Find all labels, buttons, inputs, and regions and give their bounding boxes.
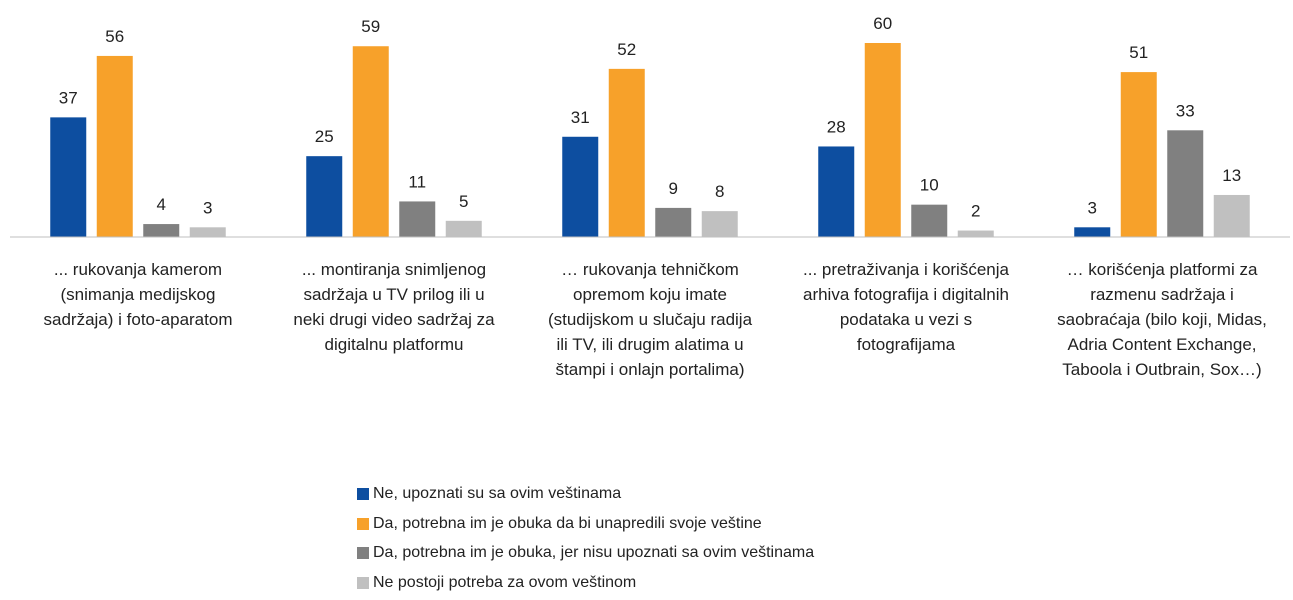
bar: [1074, 227, 1111, 237]
data-label: 25: [315, 127, 334, 146]
data-label: 3: [203, 198, 212, 217]
legend-item: Ne, upoznati su sa ovim veštinama: [357, 484, 621, 504]
data-label: 13: [1222, 166, 1241, 185]
x-tick-label: … rukovanja tehničkom opremom koju imate…: [547, 260, 753, 379]
x-tick-label: ... rukovanja kamerom (snimanja medijsko…: [43, 260, 233, 329]
bar: [1120, 72, 1157, 237]
data-label: 33: [1176, 101, 1195, 120]
data-label: 2: [971, 202, 980, 221]
legend-label: Da, potrebna im je obuka da bi unapredil…: [373, 514, 762, 532]
legend-swatch: [357, 547, 369, 559]
legend-swatch: [357, 576, 369, 589]
data-label: 59: [361, 17, 380, 36]
bar: [399, 201, 436, 237]
bar: [1167, 130, 1204, 237]
bar: [818, 146, 855, 237]
x-tick-label: ... pretraživanja i korišćenja arhiva fo…: [802, 260, 1009, 354]
bar: [1213, 194, 1250, 237]
x-tick-label: … korišćenja platformi za razmenu sadrža…: [1057, 260, 1267, 379]
bar: [143, 224, 180, 237]
bar: [352, 46, 389, 237]
bar: [608, 68, 645, 237]
data-label: 28: [827, 117, 846, 136]
bar: [864, 43, 901, 237]
legend-item: Ne postoji potreba za ovom veštinom: [357, 573, 636, 593]
legend-item: Da, potrebna im je obuka, jer nisu upozn…: [357, 543, 814, 563]
bar: [96, 55, 133, 237]
data-label: 3: [1088, 198, 1097, 217]
legend-label: Ne postoji potreba za ovom veštinom: [373, 573, 637, 591]
data-label: 60: [873, 14, 892, 33]
bar: [957, 230, 994, 237]
data-label: 31: [571, 108, 590, 127]
data-label: 4: [157, 195, 166, 214]
data-label: 9: [669, 179, 678, 198]
bar: [50, 117, 87, 237]
x-tick-label: ... montiranja snimljenog sadržaja u TV …: [293, 260, 495, 354]
legend-label: Ne, upoznati su sa ovim veštinama: [373, 485, 622, 502]
data-label: 11: [408, 172, 426, 191]
data-label: 8: [715, 182, 724, 201]
bar: [306, 156, 343, 237]
data-label: 37: [59, 88, 78, 107]
bar: [445, 220, 482, 237]
bar: [911, 204, 948, 237]
legend-item: Da, potrebna im je obuka da bi unapredil…: [357, 514, 762, 534]
data-label: 51: [1129, 43, 1148, 62]
plot: 37 56 4 3 25 59 11 5 31 52 9 8 28 60 10 2 3 51 33 13: [10, 14, 1290, 238]
data-label: 52: [617, 40, 636, 59]
legend-swatch: [357, 517, 369, 530]
data-label: 10: [920, 176, 939, 195]
bar: [655, 207, 692, 237]
legend-swatch: [357, 488, 369, 500]
legend-label: Da, potrebna im je obuka, jer nisu upozn…: [373, 544, 815, 561]
data-label: 5: [459, 192, 468, 211]
bar: [701, 211, 738, 237]
bar: [562, 136, 599, 237]
bar: [189, 227, 226, 237]
data-label: 56: [105, 27, 124, 46]
